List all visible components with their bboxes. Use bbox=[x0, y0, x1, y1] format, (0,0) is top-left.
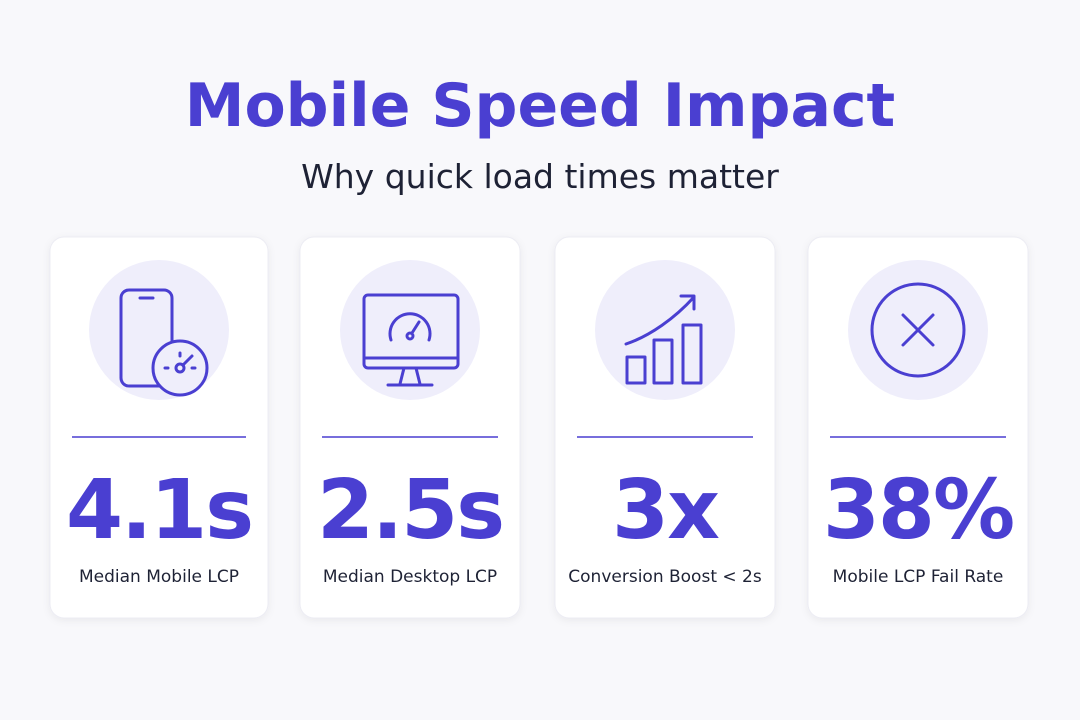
phone-icon bbox=[119, 288, 209, 397]
card: 3x Conversion Boost < 2s bbox=[554, 236, 776, 619]
stat-value: 3x bbox=[612, 463, 719, 558]
stat-value: 2.5s bbox=[317, 463, 503, 558]
fail-icon bbox=[870, 282, 966, 378]
stat-value: 4.1s bbox=[66, 463, 252, 558]
card: 38% Mobile LCP Fail Rate bbox=[807, 236, 1029, 619]
card: 4.1s Median Mobile LCP bbox=[49, 236, 269, 619]
icon-disc bbox=[595, 260, 735, 400]
subtitle: Why quick load times matter bbox=[301, 157, 779, 196]
stat-label: Conversion Boost < 2s bbox=[568, 567, 762, 587]
stat-label: Median Desktop LCP bbox=[323, 567, 497, 587]
stat-label: Mobile LCP Fail Rate bbox=[833, 567, 1004, 587]
card: 2.5s Median Desktop LCP bbox=[299, 236, 521, 619]
monitor-icon bbox=[362, 293, 460, 387]
stat-value: 38% bbox=[823, 463, 1013, 558]
stat-label: Median Mobile LCP bbox=[79, 567, 239, 587]
title: Mobile Speed Impact bbox=[185, 71, 896, 141]
growth-icon bbox=[624, 294, 703, 385]
